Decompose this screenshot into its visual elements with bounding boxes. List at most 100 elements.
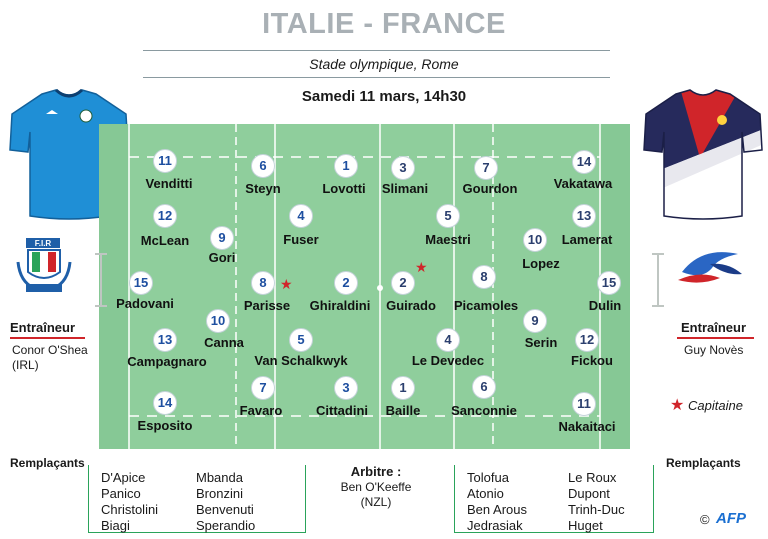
afp-credit: AFP xyxy=(716,510,746,527)
divider-bottom xyxy=(143,77,610,78)
france-sub: Ben Arous xyxy=(467,502,527,517)
italy-sub: Mbanda xyxy=(196,470,243,485)
france-player-13: 13 Lamerat xyxy=(562,204,612,247)
fir-logo-icon: F.I.R xyxy=(16,238,72,292)
player-name: Campagnaro xyxy=(127,354,207,369)
france-player-10: 10 Lopez xyxy=(522,228,560,271)
italy-player-10: 10 Canna xyxy=(204,309,244,350)
france-coach-underline xyxy=(677,337,754,339)
player-number: 15 xyxy=(597,271,621,295)
france-sub: Le Roux xyxy=(568,470,617,485)
france-player-8: 8 Picamoles xyxy=(454,265,518,313)
italy-subs-label: Remplaçants xyxy=(10,456,85,470)
player-name: Esposito xyxy=(137,418,193,433)
france-player-11: 11 Nakaitaci xyxy=(558,392,616,434)
italy-sub: Bronzini xyxy=(196,486,243,501)
italy-player-7: 7 Favaro xyxy=(240,376,282,418)
player-number: 13 xyxy=(572,204,596,228)
player-name: Nakaitaci xyxy=(558,419,616,434)
italy-player-11: 11 Venditti xyxy=(146,149,192,191)
france-player-6: 6 Sanconnie xyxy=(451,375,517,418)
player-number: 7 xyxy=(251,376,275,400)
france-player-5: 5 Maestri xyxy=(425,204,471,247)
player-number: 2 xyxy=(391,271,415,295)
player-name: Gourdon xyxy=(462,181,518,196)
france-player-2: 2 Guirado xyxy=(386,271,436,313)
france-subs-bracket xyxy=(454,465,654,533)
player-number: 5 xyxy=(436,204,460,228)
copyright-icon: © xyxy=(700,512,710,527)
referee-name: Ben O'Keeffe xyxy=(340,480,412,494)
player-number: 3 xyxy=(391,156,415,180)
player-name: Parisse xyxy=(243,298,291,313)
referee-nationality: (NZL) xyxy=(360,495,392,509)
france-sub: Tolofua xyxy=(467,470,509,485)
player-name: Canna xyxy=(204,335,244,350)
france-jersey-icon xyxy=(643,89,763,220)
player-name: McLean xyxy=(140,233,190,248)
player-number: 9 xyxy=(210,226,234,250)
france-player-14: 14 Vakatawa xyxy=(554,150,612,191)
player-number: 15 xyxy=(129,271,153,295)
france-player-1: 1 Baille xyxy=(386,376,420,418)
player-name: Padovani xyxy=(116,296,174,311)
player-name: Dulin xyxy=(588,298,622,313)
player-name: Steyn xyxy=(245,181,281,196)
player-number: 6 xyxy=(251,154,275,178)
italy-player-4: 4 Fuser xyxy=(283,204,319,247)
player-number: 4 xyxy=(436,328,460,352)
italy-player-15: 15 Padovani xyxy=(116,271,174,311)
italy-player-14: 14 Esposito xyxy=(138,391,192,433)
player-number: 1 xyxy=(391,376,415,400)
player-number: 14 xyxy=(153,391,177,415)
ffr-logo-icon xyxy=(678,252,742,283)
player-number: 14 xyxy=(572,150,596,174)
player-number: 12 xyxy=(575,328,599,352)
italy-sub: Christolini xyxy=(101,502,159,517)
player-name: Fuser xyxy=(283,232,319,247)
france-sub: Atonio xyxy=(467,486,504,501)
france-player-15: 15 Dulin xyxy=(589,271,621,313)
italy-jersey-icon xyxy=(9,88,129,220)
italy-player-6: 6 Steyn xyxy=(245,154,281,196)
player-name: Vakatawa xyxy=(553,176,613,191)
right-goalpost-icon xyxy=(652,253,664,307)
italy-player-12: 12 McLean xyxy=(141,204,189,248)
player-number: 4 xyxy=(289,204,313,228)
player-number: 10 xyxy=(523,228,547,252)
player-name: Le Devedec xyxy=(411,353,485,368)
italy-subs-bracket xyxy=(88,465,306,533)
italy-sub: Biagi xyxy=(101,518,130,533)
player-number: 8 xyxy=(251,271,275,295)
italy-sub: Panico xyxy=(101,486,141,501)
divider-top xyxy=(143,50,610,51)
france-coach-label: Entraîneur xyxy=(681,320,747,335)
player-name: Slimani xyxy=(381,181,429,196)
player-number: 10 xyxy=(206,309,230,333)
player-number: 7 xyxy=(474,156,498,180)
france-player-7: 7 Gourdon xyxy=(463,156,517,196)
france-player-9: 9 Serin xyxy=(523,309,557,350)
france-player-4: 4 Le Devedec xyxy=(412,328,484,368)
italy-sub: Benvenuti xyxy=(196,502,254,517)
player-name: Picamoles xyxy=(453,298,519,313)
referee-label: Arbitre : xyxy=(350,464,402,479)
player-number: 6 xyxy=(472,375,496,399)
rugby-pitch xyxy=(99,124,630,449)
venue: Stade olympique, Rome xyxy=(309,56,459,72)
player-name: Maestri xyxy=(425,232,471,247)
player-number: 3 xyxy=(334,376,358,400)
player-number: 11 xyxy=(153,149,177,173)
italy-player-13: 13 Campagnaro xyxy=(127,328,207,369)
match-title: ITALIE - FRANCE xyxy=(262,8,506,40)
player-name: Gori xyxy=(208,250,236,265)
player-number: 9 xyxy=(523,309,547,333)
italy-player-9: 9 Gori xyxy=(209,226,235,265)
player-name: Sanconnie xyxy=(451,403,517,418)
left-goalpost-icon xyxy=(95,253,107,307)
france-captain-star-icon: ★ xyxy=(415,259,428,275)
italy-coach-underline xyxy=(10,337,85,339)
player-name: Fickou xyxy=(571,353,613,368)
italy-player-3: 3 Cittadini xyxy=(316,376,368,418)
player-name: Van Schalkwyk xyxy=(254,353,348,368)
